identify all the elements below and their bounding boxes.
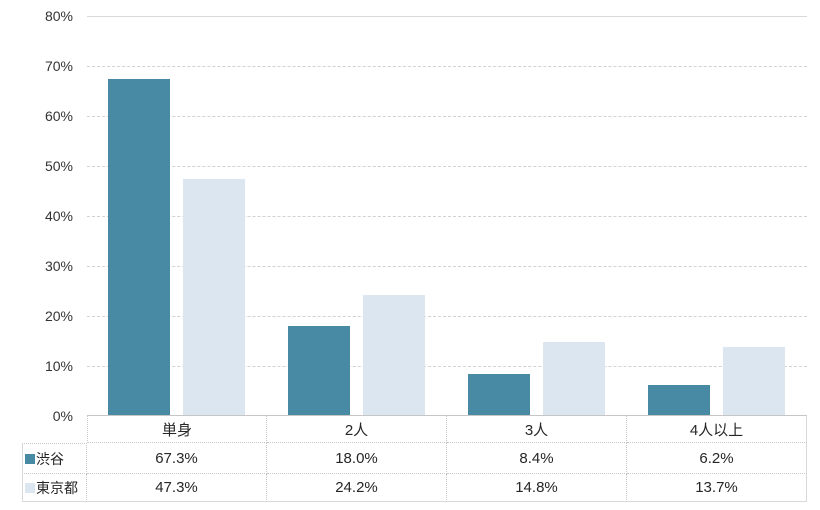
value-shibuya-2person: 18.0% <box>267 443 447 474</box>
data-table: 単身 2人 3人 4人以上 渋谷 67.3% 18.0% 8.4% 6.2% 東… <box>22 415 807 502</box>
value-tokyo-single: 47.3% <box>87 474 267 502</box>
y-axis-label-70: 70% <box>44 58 73 74</box>
gridline-30 <box>87 266 807 267</box>
value-tokyo-3person: 14.8% <box>447 474 627 502</box>
value-tokyo-2person: 24.2% <box>267 474 447 502</box>
gridline-70 <box>87 66 807 67</box>
y-axis-label-10: 10% <box>44 358 73 374</box>
legend-swatch-shibuya <box>25 453 35 464</box>
gridline-10 <box>87 366 807 367</box>
table-row-shibuya: 渋谷 67.3% 18.0% 8.4% 6.2% <box>22 443 807 474</box>
value-shibuya-4plus: 6.2% <box>627 443 807 474</box>
category-header-3person: 3人 <box>447 415 627 443</box>
y-axis-label-20: 20% <box>44 308 73 324</box>
category-header-row: 単身 2人 3人 4人以上 <box>22 415 807 443</box>
gridline-60 <box>87 116 807 117</box>
y-axis-label-60: 60% <box>44 108 73 124</box>
legend-label-tokyo: 東京都 <box>36 479 78 496</box>
bar-shibuya-2person <box>288 326 350 416</box>
plot-area <box>87 16 807 416</box>
category-header-single: 単身 <box>87 415 267 443</box>
value-shibuya-single: 67.3% <box>87 443 267 474</box>
bar-tokyo-4plus <box>723 347 785 416</box>
legend-item-shibuya: 渋谷 <box>22 443 87 474</box>
y-axis-label-30: 30% <box>44 258 73 274</box>
gridline-50 <box>87 166 807 167</box>
gridline-20 <box>87 316 807 317</box>
legend-item-tokyo: 東京都 <box>22 474 87 502</box>
bar-shibuya-single <box>108 79 170 416</box>
y-axis-label-40: 40% <box>44 208 73 224</box>
value-tokyo-4plus: 13.7% <box>627 474 807 502</box>
value-shibuya-3person: 8.4% <box>447 443 627 474</box>
y-axis-label-80: 80% <box>44 8 73 24</box>
category-header-4plus: 4人以上 <box>627 415 807 443</box>
y-axis-label-0: 0% <box>52 408 73 424</box>
bar-tokyo-3person <box>543 342 605 416</box>
table-corner-spacer <box>22 415 87 443</box>
category-header-2person: 2人 <box>267 415 447 443</box>
gridline-40 <box>87 216 807 217</box>
y-axis-label-50: 50% <box>44 158 73 174</box>
gridline-80 <box>87 16 807 17</box>
table-row-tokyo: 東京都 47.3% 24.2% 14.8% 13.7% <box>22 474 807 502</box>
legend-label-shibuya: 渋谷 <box>36 450 64 467</box>
legend-swatch-tokyo <box>25 482 35 493</box>
bar-shibuya-4plus <box>648 385 710 416</box>
bar-tokyo-2person <box>363 295 425 416</box>
bar-shibuya-3person <box>468 374 530 416</box>
bar-tokyo-single <box>183 179 245 416</box>
